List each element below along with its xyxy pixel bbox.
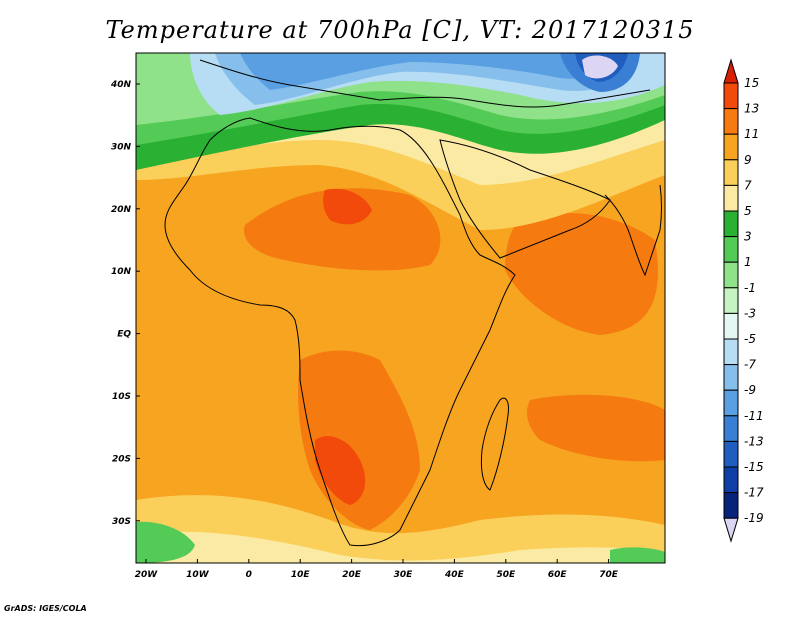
colorbar-segment: [723, 415, 739, 442]
lat-tick-label: 20N: [111, 205, 132, 215]
field-band-m19: [582, 55, 618, 79]
arabia-coastline: [439, 139, 611, 259]
field-hot-kalahari: [315, 436, 366, 505]
colorbar-segment: [723, 236, 739, 263]
colorbar-label: -15: [744, 460, 764, 474]
colorbar-segment: [723, 517, 739, 543]
colorbar-segment: [723, 108, 739, 135]
colorbar-label: -13: [744, 434, 764, 448]
field-warm-sahara: [244, 188, 441, 271]
colorbar-label: 13: [744, 102, 759, 116]
colorbar-label: 11: [744, 127, 759, 141]
colorbar-segment: [723, 133, 739, 161]
colorbar-segment: [723, 389, 739, 417]
lon-tick-label: 60E: [548, 570, 568, 580]
field-hot-chad: [323, 188, 372, 225]
lon-tick-label: 20W: [135, 570, 159, 580]
africa-coastline: [164, 117, 516, 547]
temperature-field: [136, 53, 665, 563]
coastlines: [164, 59, 662, 547]
lat-tick-label: 20S: [112, 454, 131, 464]
lon-tick-label: 10W: [186, 570, 210, 580]
colorbar-segment: [723, 287, 739, 314]
colorbar-label: 9: [744, 153, 752, 167]
colorbar-label: -11: [744, 409, 764, 423]
lon-tick-label: 50E: [496, 570, 516, 580]
field-south-green-west: [136, 521, 195, 563]
lon-tick-label: 10E: [291, 570, 311, 580]
lat-tick-label: 30S: [112, 517, 131, 527]
field-south-band-5: [136, 531, 665, 563]
colorbar-label: -1: [744, 281, 756, 295]
lon-tick-label: 40E: [444, 570, 465, 580]
colorbar-label: -3: [744, 306, 756, 320]
colorbar-label: 5: [744, 204, 752, 218]
colorbar-label: -7: [744, 358, 756, 372]
colorbar-segment: [723, 210, 739, 238]
field-south-green-east: [610, 547, 665, 563]
colorbar: 15 13 11 9 7 5 3 1 -1 -3 -5 -7 -9 -11 -13 -15 -17 -19: [723, 58, 764, 543]
india-coastline: [604, 184, 662, 277]
madagascar-coastline: [480, 397, 509, 491]
colorbar-label: -9: [744, 383, 756, 397]
colorbar-label: -5: [744, 332, 756, 346]
field-band-7: [136, 132, 665, 230]
plot-frame: [135, 52, 666, 564]
colorbar-segment: [723, 82, 739, 110]
colorbar-label: 3: [744, 230, 752, 244]
credit-label: GrADS: IGES/COLA: [4, 604, 87, 613]
colorbar-segment: [723, 312, 739, 340]
colorbar-segment: [723, 338, 739, 366]
colorbar-label: 15: [744, 76, 759, 90]
longitude-axis: 20W 10W 0 10E 20E 30E 40E 50E 60E 70E: [135, 559, 619, 580]
colorbar-label: -19: [744, 511, 764, 525]
colorbar-segment: [723, 440, 739, 468]
lat-tick-label: 40N: [110, 80, 132, 90]
lon-tick-label: 30E: [394, 570, 414, 580]
colorbar-segment: [723, 58, 739, 84]
colorbar-segment: [723, 492, 739, 519]
lat-tick-label: 10N: [111, 267, 132, 277]
colorbar-label: -17: [744, 486, 764, 500]
lon-tick-label: 20E: [342, 570, 362, 580]
colorbar-label: 7: [744, 178, 752, 192]
field-band-m9: [240, 53, 620, 90]
lon-tick-label: 0: [246, 570, 252, 580]
colorbar-segment: [723, 466, 739, 494]
field-warm-indian-ocean: [527, 394, 665, 462]
colorbar-segment: [723, 261, 739, 289]
colorbar-segment: [723, 184, 739, 212]
europe-coastline: [199, 59, 651, 108]
colorbar-segment: [723, 364, 739, 391]
map-title: Temperature at 700hPa [C], VT: 201712031…: [105, 16, 695, 44]
colorbar-label: 1: [744, 255, 752, 269]
colorbar-segment: [723, 159, 739, 186]
lat-tick-label: EQ: [117, 330, 131, 340]
latitude-axis: 40N 30N 20N 10N EQ 10S 20S 30S: [110, 80, 140, 527]
field-warm-arabian-sea: [505, 212, 658, 335]
lon-tick-label: 70E: [599, 570, 619, 580]
lat-tick-label: 10S: [112, 392, 131, 402]
lat-tick-label: 30N: [111, 142, 132, 152]
